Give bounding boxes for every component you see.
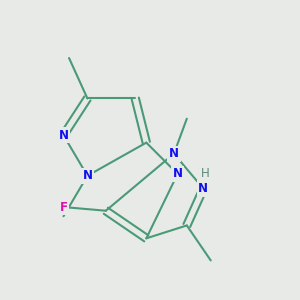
Text: N: N bbox=[198, 182, 208, 195]
Text: F: F bbox=[59, 200, 68, 214]
Text: N: N bbox=[58, 129, 68, 142]
Text: N: N bbox=[82, 169, 92, 182]
Text: N: N bbox=[169, 147, 179, 160]
Text: N: N bbox=[172, 167, 183, 180]
Text: H: H bbox=[201, 167, 210, 180]
